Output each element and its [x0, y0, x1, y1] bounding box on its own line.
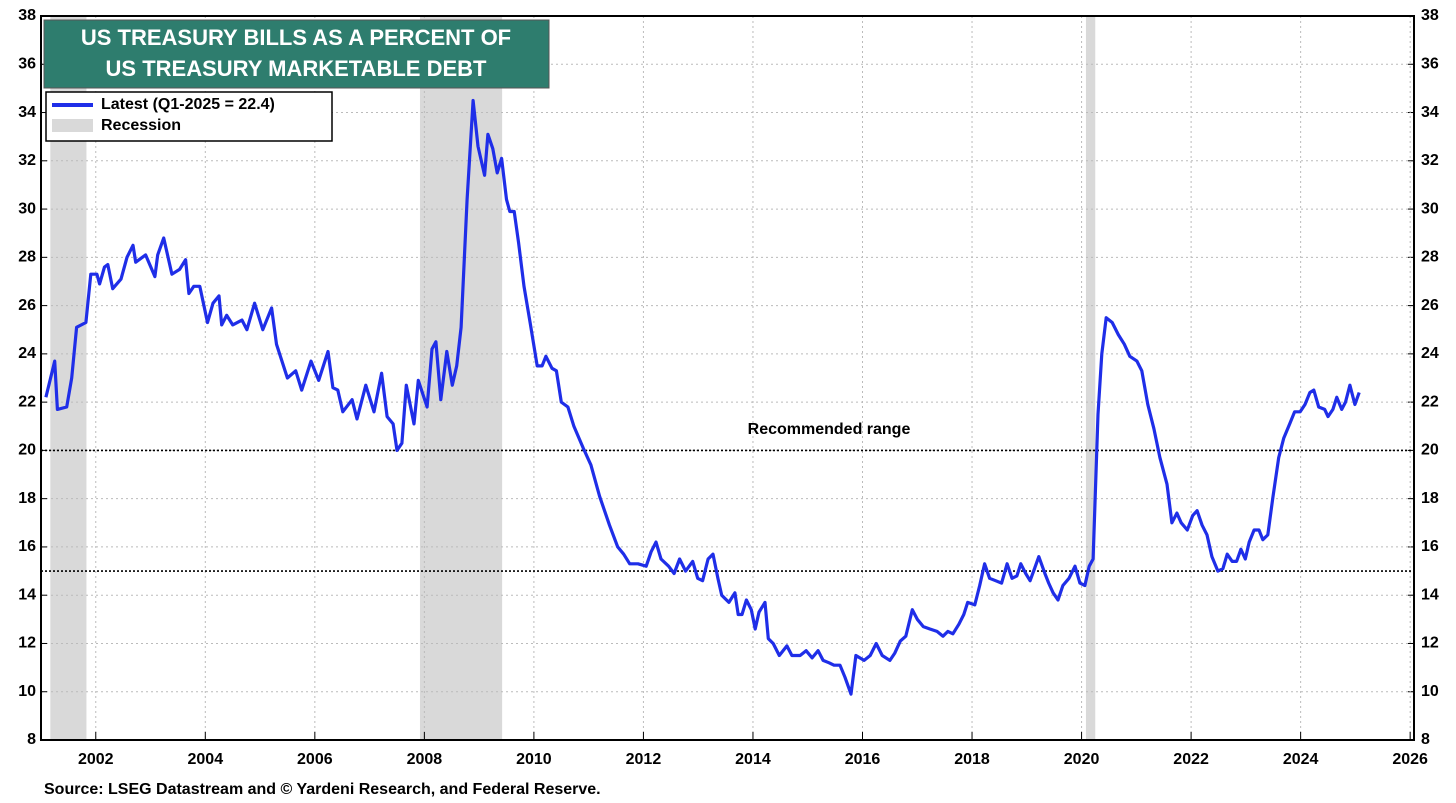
y2-tick-label: 32: [1421, 152, 1439, 169]
recession-band: [419, 16, 503, 740]
y-tick-label: 22: [18, 393, 36, 410]
x-tick-label: 2002: [78, 751, 114, 768]
y2-tick-label: 36: [1421, 55, 1439, 72]
x-tick-label: 2026: [1392, 751, 1428, 768]
x-tick-label: 2008: [407, 751, 443, 768]
y-tick-label: 24: [18, 345, 36, 362]
x-tick-label: 2016: [845, 751, 881, 768]
y2-tick-label: 20: [1421, 442, 1439, 459]
legend-label: Recession: [101, 117, 181, 134]
x-tick-label: 2006: [297, 751, 333, 768]
data-line: [44, 98, 1361, 696]
y-tick-label: 16: [18, 538, 36, 555]
title-box: [43, 19, 550, 89]
y2-tick-label: 24: [1421, 345, 1439, 362]
recession-band: [1085, 16, 1096, 740]
x-tick-label: 2004: [188, 751, 224, 768]
x-tick-label: 2024: [1283, 751, 1319, 768]
y-tick-label: 8: [27, 731, 36, 748]
y-tick-label: 20: [18, 442, 36, 459]
y-tick-label: 36: [18, 55, 36, 72]
chart-title: US TREASURY BILLS AS A PERCENT OF: [81, 25, 511, 50]
y-tick-label: 14: [18, 586, 36, 603]
y2-tick-label: 16: [1421, 538, 1439, 555]
y2-tick-label: 12: [1421, 635, 1439, 652]
y-tick-label: 26: [18, 297, 36, 314]
y2-tick-label: 38: [1421, 7, 1439, 24]
x-tick-label: 2022: [1173, 751, 1209, 768]
y-tick-label: 30: [18, 200, 36, 217]
annotation: Recommended range: [748, 421, 911, 438]
x-tick-label: 2018: [954, 751, 990, 768]
y2-tick-label: 14: [1421, 586, 1439, 603]
plot-frame: [40, 15, 1415, 741]
y-tick-label: 10: [18, 683, 36, 700]
x-tick-label: 2012: [626, 751, 662, 768]
chart-title: US TREASURY MARKETABLE DEBT: [106, 56, 488, 81]
legend-box: [45, 91, 333, 142]
y2-tick-label: 10: [1421, 683, 1439, 700]
y2-tick-label: 26: [1421, 297, 1439, 314]
legend-label: Latest (Q1-2025 = 22.4): [101, 96, 275, 113]
y-tick-label: 32: [18, 152, 36, 169]
y-tick-label: 12: [18, 635, 36, 652]
y2-tick-label: 8: [1421, 731, 1430, 748]
source-note: Source: LSEG Datastream and © Yardeni Re…: [44, 781, 601, 798]
y2-tick-label: 18: [1421, 490, 1439, 507]
y2-tick-label: 22: [1421, 393, 1439, 410]
x-tick-label: 2014: [735, 751, 771, 768]
y-tick-label: 34: [18, 104, 36, 121]
y2-tick-label: 30: [1421, 200, 1439, 217]
y-tick-label: 28: [18, 249, 36, 266]
y2-tick-label: 28: [1421, 249, 1439, 266]
y2-tick-label: 34: [1421, 104, 1439, 121]
y-tick-label: 38: [18, 7, 36, 24]
x-tick-label: 2010: [516, 751, 552, 768]
legend-swatch: [52, 119, 93, 132]
y-tick-label: 18: [18, 490, 36, 507]
x-tick-label: 2020: [1064, 751, 1100, 768]
